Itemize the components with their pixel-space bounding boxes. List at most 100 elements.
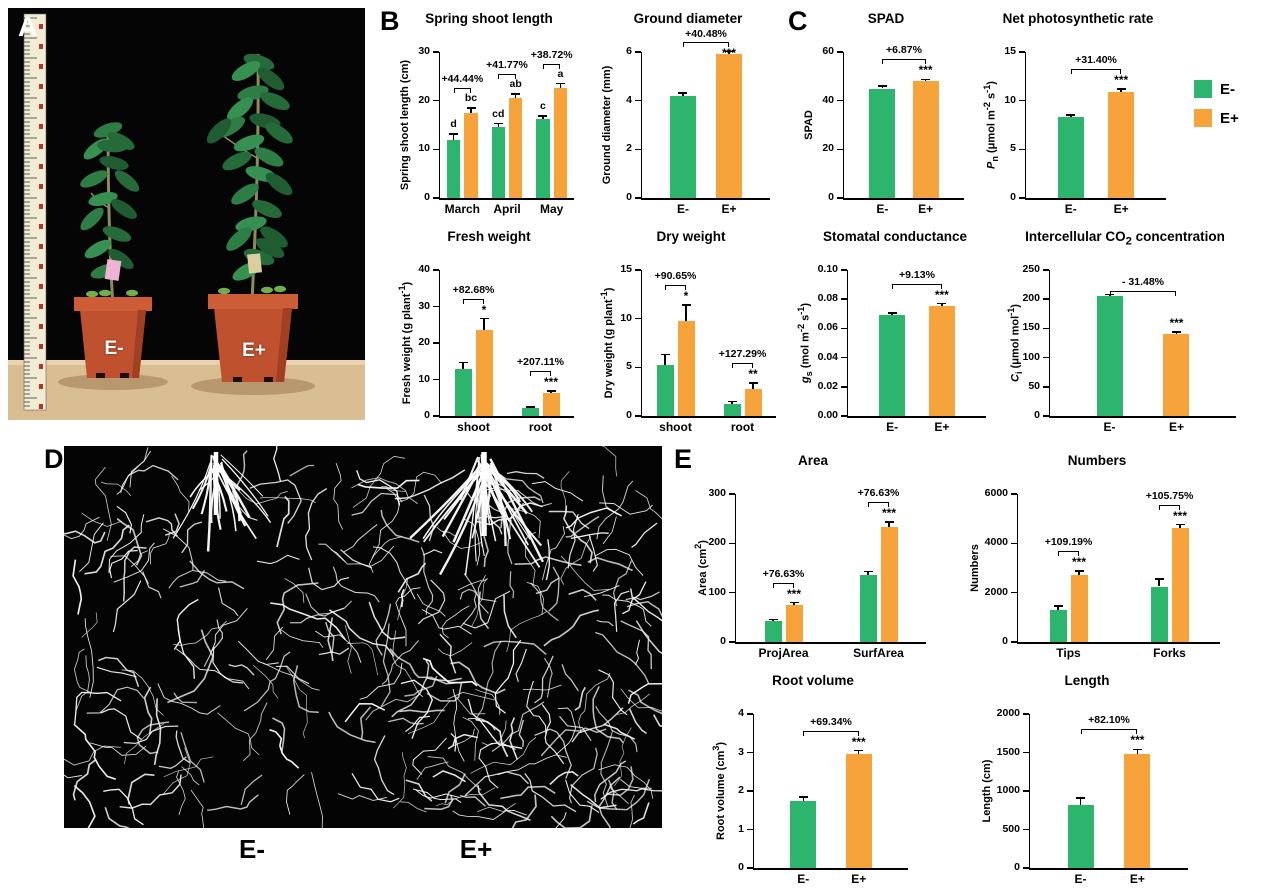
root-trace (276, 582, 319, 635)
significance-letter: c (540, 100, 546, 113)
ruler (23, 13, 47, 411)
y-axis-line (846, 270, 848, 418)
leaf (235, 216, 267, 232)
y-tick-mark (729, 493, 735, 495)
error-bar-cap (724, 50, 734, 53)
root-trace (237, 640, 279, 666)
ruler-number-mark (39, 184, 43, 189)
root-trace (127, 773, 155, 805)
y-tick-label: 15 (620, 263, 632, 275)
root-trace (477, 578, 489, 614)
x-bar-label: E+ (934, 420, 950, 434)
significance-stars: * (683, 289, 689, 304)
x-group-label: shoot (659, 420, 692, 434)
root-trace (612, 560, 633, 607)
bar-e-minus (521, 408, 539, 416)
root-trace (103, 788, 144, 826)
leaf (93, 122, 123, 138)
root-trace (500, 785, 556, 800)
error-bar-cap (1171, 331, 1181, 333)
root-trace (599, 502, 653, 515)
error-bar-line (867, 571, 869, 576)
comparison-bracket (665, 285, 686, 291)
ruler-number-mark (39, 244, 43, 249)
significance-letter: a (557, 67, 564, 80)
y-tick-mark (433, 342, 439, 344)
root-trace (328, 609, 395, 657)
root-trace (145, 517, 178, 537)
error-bar-cap (884, 521, 894, 523)
y-tick-label: 0 (738, 861, 744, 873)
root-trace (462, 716, 479, 761)
chart-title: Numbers (1067, 453, 1127, 468)
percent-change-label: +109.19% (1044, 535, 1093, 548)
root-trace (432, 770, 466, 783)
root-trace (153, 698, 162, 766)
root-trace (104, 806, 130, 828)
error-bar-cap (1154, 578, 1164, 580)
root-trace (280, 629, 324, 648)
root-trace (550, 805, 593, 828)
ruler-number-mark (39, 144, 43, 149)
root-trace (207, 794, 259, 812)
error-bar-line (752, 382, 754, 389)
y-tick-label: 2 (626, 142, 632, 155)
leaf (231, 183, 259, 205)
root-trace (464, 518, 481, 566)
root-trace (595, 705, 638, 753)
y-tick-label: 4 (626, 93, 632, 106)
root-trace (109, 549, 138, 579)
y-tick-mark (635, 415, 641, 417)
pot-label-e-minus: E- (104, 338, 124, 359)
error-bar-cap (1175, 523, 1185, 526)
root-trace (522, 684, 562, 691)
pot-shadow (58, 374, 168, 390)
root-trace (340, 549, 373, 569)
x-axis-line (1024, 198, 1166, 200)
crown-root (474, 457, 485, 562)
root-trace (594, 760, 627, 803)
y-tick-mark (1043, 356, 1049, 359)
root-trace (565, 515, 600, 538)
root-trace (158, 756, 187, 769)
y-tick-label: 0 (1010, 191, 1016, 203)
crown-root (206, 471, 212, 552)
y-tick-label: 4 (738, 707, 744, 719)
root-trace (328, 711, 376, 744)
ruler-number-mark (39, 264, 43, 269)
root-trace (231, 450, 248, 499)
root-trace (176, 770, 186, 816)
root-trace (73, 648, 92, 694)
error-bar-line (857, 750, 860, 755)
root-trace (476, 478, 487, 497)
percent-change-label: +69.34% (810, 715, 852, 728)
root-scan-label-e-minus: E- (239, 834, 265, 864)
root-trace (470, 737, 537, 774)
bar-e-minus (446, 139, 461, 198)
y-tick-mark (841, 298, 847, 300)
root-trace (89, 742, 147, 756)
significance-stars: *** (934, 287, 949, 302)
root-trace (565, 779, 600, 814)
crown-root (198, 461, 223, 491)
significance-stars: *** (1114, 72, 1129, 87)
root-trace (273, 446, 282, 482)
root-trace (119, 774, 182, 809)
bar-e-minus (1049, 609, 1067, 642)
root-trace (452, 809, 527, 820)
root-trace (100, 481, 132, 497)
pot-left-body (80, 310, 146, 378)
root-trace (318, 647, 350, 656)
comparison-bracket (1070, 68, 1122, 74)
bar-e-plus (912, 81, 939, 198)
error-bar-cap (887, 312, 897, 314)
floor (8, 360, 365, 420)
x-axis-line (438, 198, 574, 200)
root-trace (371, 487, 401, 559)
root-trace (275, 665, 310, 685)
bar-e-plus (845, 754, 872, 868)
y-tick-mark (729, 641, 735, 643)
root-trace (600, 788, 662, 800)
significance-stars: *** (722, 46, 737, 60)
y-tick-mark (841, 386, 847, 388)
